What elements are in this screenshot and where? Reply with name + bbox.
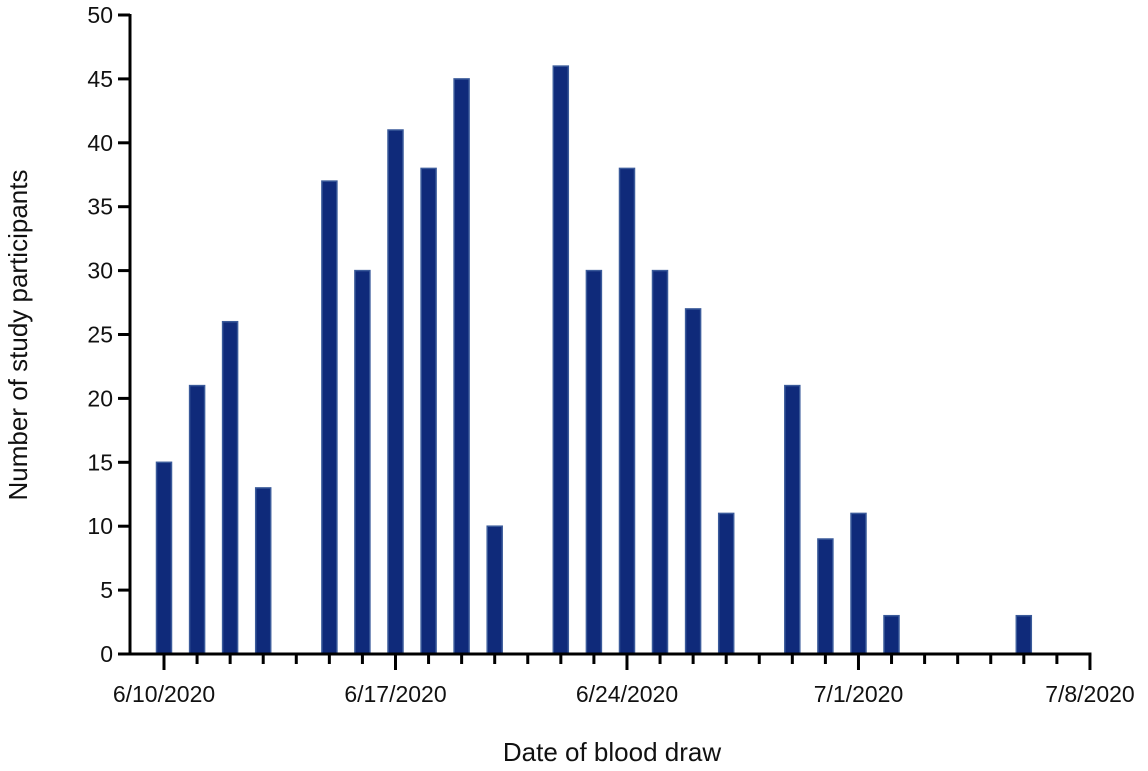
x-tick-label: 6/10/2020 <box>113 681 215 707</box>
bar-6-19-2020 <box>453 78 470 655</box>
bar-6-11-2020 <box>188 384 206 655</box>
bar-6-23-2020 <box>585 269 603 655</box>
bar-6-20-2020 <box>486 525 503 655</box>
y-tick-label: 10 <box>87 513 113 539</box>
x-axis: 6/10/2020 6/17/2020 6/24/2020 7/1/2020 7/8/2… <box>113 652 1135 707</box>
y-tick-label: 0 <box>100 641 113 667</box>
bar-7-2-2020 <box>883 614 900 655</box>
bar-6-16-2020 <box>354 269 371 655</box>
y-tick-label: 30 <box>87 258 113 284</box>
bar-6-15-2020 <box>321 180 338 655</box>
y-tick-label: 20 <box>87 385 113 411</box>
y-tick-label: 35 <box>87 194 113 220</box>
x-tick-label: 6/17/2020 <box>344 681 446 707</box>
y-tick-label: 15 <box>87 449 113 475</box>
bar-6-30-2020 <box>817 538 834 655</box>
bar-6-18-2020 <box>420 167 437 655</box>
bar-6-13-2020 <box>254 487 272 655</box>
bars-group <box>155 65 1033 655</box>
bar-6-10-2020 <box>155 461 173 655</box>
bar-7-1-2020 <box>850 512 867 655</box>
y-tick-label: 25 <box>87 322 113 348</box>
bar-7-6-2020 <box>1015 614 1033 655</box>
x-tick-label: 7/8/2020 <box>1045 681 1135 707</box>
bar-6-29-2020 <box>784 384 801 655</box>
y-tick-label: 45 <box>87 66 113 92</box>
bar-6-25-2020 <box>651 269 669 655</box>
bar-6-26-2020 <box>684 308 702 655</box>
y-axis-title: Number of study participants <box>3 170 33 501</box>
bar-6-24-2020 <box>618 167 636 655</box>
x-tick-label: 7/1/2020 <box>814 681 904 707</box>
y-tick-label: 40 <box>87 130 113 156</box>
y-axis: 0 5 10 15 20 25 30 35 40 45 50 <box>87 2 132 667</box>
bar-6-22-2020 <box>552 65 570 655</box>
bar-6-12-2020 <box>221 320 239 655</box>
bar-6-27-2020 <box>717 512 735 655</box>
y-tick-label: 5 <box>100 577 113 603</box>
x-axis-title: Date of blood draw <box>503 737 721 767</box>
x-tick-label: 6/24/2020 <box>576 681 678 707</box>
y-tick-label: 50 <box>87 2 113 28</box>
bar-6-17-2020 <box>387 129 404 655</box>
